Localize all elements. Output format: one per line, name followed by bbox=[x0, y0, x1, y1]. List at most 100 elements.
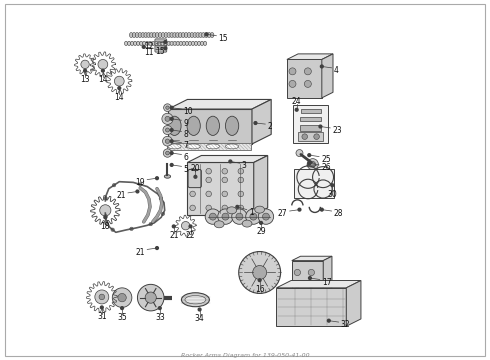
Circle shape bbox=[190, 177, 196, 183]
Ellipse shape bbox=[197, 41, 200, 45]
Ellipse shape bbox=[152, 33, 156, 37]
Text: 33: 33 bbox=[155, 313, 165, 322]
Polygon shape bbox=[254, 156, 268, 215]
Text: 4: 4 bbox=[334, 66, 339, 75]
Circle shape bbox=[308, 162, 311, 165]
Circle shape bbox=[194, 175, 197, 178]
Circle shape bbox=[112, 184, 116, 187]
Ellipse shape bbox=[135, 33, 139, 37]
Circle shape bbox=[314, 134, 319, 139]
Text: 11: 11 bbox=[145, 48, 154, 57]
Circle shape bbox=[164, 47, 167, 50]
Bar bbox=[294, 169, 334, 198]
Bar bbox=[168, 143, 251, 149]
Circle shape bbox=[170, 117, 173, 120]
Circle shape bbox=[327, 319, 330, 322]
Circle shape bbox=[206, 191, 212, 197]
Text: 29: 29 bbox=[256, 228, 266, 237]
Circle shape bbox=[198, 308, 201, 311]
Ellipse shape bbox=[181, 293, 209, 307]
Circle shape bbox=[206, 205, 212, 211]
Ellipse shape bbox=[207, 33, 211, 37]
Text: 26: 26 bbox=[321, 163, 331, 172]
Circle shape bbox=[302, 134, 308, 139]
Circle shape bbox=[236, 213, 243, 220]
Circle shape bbox=[222, 191, 227, 197]
FancyBboxPatch shape bbox=[188, 170, 201, 188]
Text: 15: 15 bbox=[156, 46, 165, 55]
Circle shape bbox=[162, 113, 173, 125]
Text: 12: 12 bbox=[145, 42, 154, 51]
Circle shape bbox=[81, 60, 89, 68]
Ellipse shape bbox=[164, 33, 168, 37]
Text: 1: 1 bbox=[249, 208, 254, 217]
Ellipse shape bbox=[152, 41, 155, 45]
Text: 14: 14 bbox=[115, 93, 124, 102]
Circle shape bbox=[163, 149, 172, 157]
Ellipse shape bbox=[193, 33, 196, 37]
Circle shape bbox=[308, 281, 315, 288]
FancyBboxPatch shape bbox=[155, 39, 167, 46]
Circle shape bbox=[145, 292, 156, 303]
Ellipse shape bbox=[182, 41, 185, 45]
Ellipse shape bbox=[178, 33, 182, 37]
Ellipse shape bbox=[206, 144, 220, 149]
Ellipse shape bbox=[196, 33, 199, 37]
Circle shape bbox=[172, 225, 175, 228]
Ellipse shape bbox=[132, 33, 136, 37]
Circle shape bbox=[289, 68, 296, 75]
Polygon shape bbox=[292, 261, 323, 292]
Text: 28: 28 bbox=[334, 209, 343, 218]
Circle shape bbox=[222, 168, 227, 174]
Ellipse shape bbox=[187, 116, 200, 135]
Circle shape bbox=[319, 125, 322, 128]
Polygon shape bbox=[168, 109, 252, 144]
Ellipse shape bbox=[140, 41, 143, 45]
Text: 35: 35 bbox=[117, 313, 127, 322]
Circle shape bbox=[170, 152, 173, 154]
Ellipse shape bbox=[200, 41, 204, 45]
Polygon shape bbox=[287, 59, 322, 98]
Circle shape bbox=[165, 116, 170, 121]
Ellipse shape bbox=[149, 33, 153, 37]
Circle shape bbox=[253, 266, 267, 279]
Ellipse shape bbox=[199, 33, 202, 37]
FancyBboxPatch shape bbox=[155, 45, 167, 52]
Ellipse shape bbox=[144, 33, 147, 37]
Polygon shape bbox=[187, 162, 254, 215]
Ellipse shape bbox=[179, 41, 182, 45]
Circle shape bbox=[310, 161, 316, 167]
Circle shape bbox=[158, 307, 161, 310]
Text: 31: 31 bbox=[97, 312, 107, 321]
Ellipse shape bbox=[127, 41, 131, 45]
Ellipse shape bbox=[205, 33, 208, 37]
Text: 7: 7 bbox=[184, 141, 189, 150]
Ellipse shape bbox=[170, 33, 173, 37]
Circle shape bbox=[163, 136, 172, 146]
Ellipse shape bbox=[184, 33, 188, 37]
Circle shape bbox=[209, 213, 217, 220]
Ellipse shape bbox=[185, 41, 188, 45]
Circle shape bbox=[260, 221, 263, 224]
Circle shape bbox=[165, 139, 170, 143]
Circle shape bbox=[190, 205, 196, 211]
Circle shape bbox=[289, 80, 296, 87]
Ellipse shape bbox=[155, 33, 159, 37]
Circle shape bbox=[308, 154, 311, 157]
Polygon shape bbox=[276, 288, 346, 326]
Circle shape bbox=[331, 184, 334, 186]
Circle shape bbox=[245, 209, 261, 224]
Ellipse shape bbox=[214, 221, 224, 228]
Circle shape bbox=[309, 277, 311, 279]
Text: 22: 22 bbox=[186, 231, 196, 240]
Ellipse shape bbox=[167, 41, 170, 45]
Ellipse shape bbox=[143, 41, 146, 45]
Ellipse shape bbox=[124, 41, 127, 45]
Circle shape bbox=[304, 80, 311, 87]
Circle shape bbox=[250, 213, 257, 220]
Circle shape bbox=[121, 307, 123, 310]
Circle shape bbox=[190, 168, 196, 174]
Ellipse shape bbox=[170, 41, 173, 45]
Circle shape bbox=[161, 212, 165, 216]
Ellipse shape bbox=[161, 33, 165, 37]
